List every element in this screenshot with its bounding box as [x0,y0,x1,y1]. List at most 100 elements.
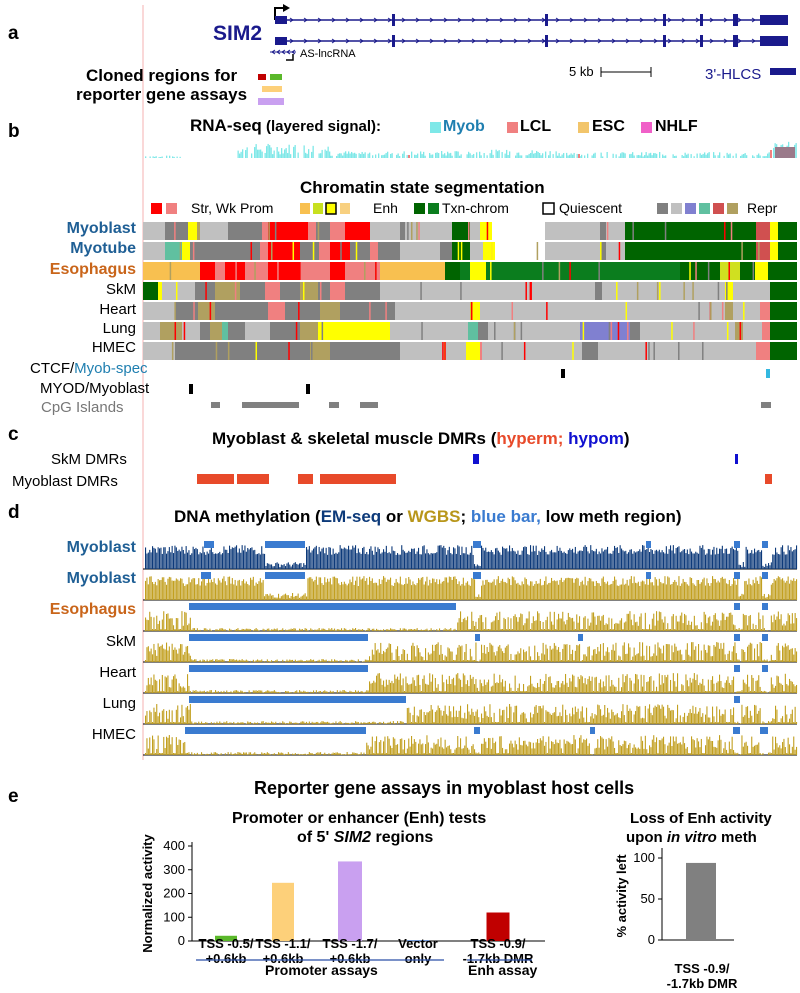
meth-signal-bar-4 [502,679,504,693]
rnaseq-bar [501,152,503,158]
transcript-1-chevron [583,17,588,23]
meth-signal-bar-3 [195,659,197,662]
transcript-1-chevron [387,17,392,23]
meth-signal-bar-4 [544,681,546,693]
meth-signal-bar-3 [384,652,386,662]
meth-signal-bar-1 [303,594,305,600]
meth-signal-bar-6 [297,753,299,755]
meth-signal-bar-1 [222,578,224,600]
legend-txn-2 [428,203,439,214]
meth-signal-bar-1 [733,578,735,600]
meth-signal-bar-5 [755,705,757,724]
meth-signal-bar-5 [518,722,520,724]
ctcf-myob-peak [766,369,770,378]
meth-signal-bar-0 [223,546,225,569]
meth-signal-bar-1 [773,578,775,600]
meth-signal-bar-6 [460,738,462,755]
chrom-state-segment-5 [210,322,222,340]
meth-signal-bar-0 [240,552,242,569]
meth-signal-bar-4 [318,691,320,693]
meth-signal-bar-6 [783,738,785,755]
meth-signal-bar-5 [574,706,576,724]
meth-signal-bar-6 [640,736,642,755]
meth-signal-bar-5 [584,722,586,724]
meth-signal-bar-3 [170,660,172,662]
chrom-state-stripe-4 [625,302,628,320]
meth-signal-bar-0 [531,551,533,569]
meth-signal-bar-3 [324,660,326,662]
rnaseq-bar [330,155,332,158]
meth-signal-bar-3 [460,646,462,662]
meth-signal-bar-1 [283,594,285,600]
meth-signal-bar-1 [794,581,796,600]
meth-signal-bar-1 [412,581,414,600]
meth-signal-bar-0 [320,551,322,569]
meth-signal-bar-5 [161,710,163,724]
meth-signal-bar-6 [180,740,182,755]
chrom-state-stripe-5 [627,322,629,340]
meth-signal-bar-1 [332,576,334,600]
meth-signal-bar-6 [374,741,376,755]
meth-signal-bar-2 [299,628,301,631]
transcript-2-exon [733,35,738,47]
chart1-bar-4 [486,912,510,941]
meth-signal-bar-5 [551,715,553,724]
meth-signal-bar-6 [752,746,754,755]
rnaseq-bar [659,152,661,158]
transcript-1-chevron [443,17,448,23]
meth-signal-bar-4 [597,691,599,693]
meth-signal-bar-5 [674,722,676,724]
meth-signal-bar-3 [378,652,380,662]
meth-signal-bar-5 [516,705,518,724]
meth-signal-bar-1 [776,578,778,600]
meth-signal-bar-2 [660,612,662,631]
meth-signal-bar-5 [556,716,558,724]
meth-signal-bar-4 [684,691,686,693]
meth-signal-bar-0 [352,545,354,569]
meth-signal-bar-0 [614,545,616,569]
meth-signal-bar-1 [455,579,457,600]
meth-signal-bar-3 [699,660,701,662]
meth-signal-bar-0 [723,553,725,569]
meth-signal-bar-4 [460,679,462,693]
meth-signal-bar-2 [355,628,357,631]
meth-signal-bar-6 [177,744,179,755]
chrom-state-stripe-2 [235,262,237,280]
meth-signal-bar-4 [353,692,355,693]
meth-signal-bar-5 [301,721,303,724]
transcript-2-chevron [317,38,322,44]
meth-signal-bar-5 [329,723,331,724]
meth-signal-bar-4 [514,675,516,693]
low-meth-region-3-0 [189,634,368,641]
meth-signal-bar-5 [455,710,457,724]
meth-signal-bar-6 [594,748,596,755]
meth-signal-bar-4 [390,682,392,693]
meth-signal-bar-1 [413,584,415,600]
meth-signal-bar-5 [387,722,389,724]
meth-signal-bar-4 [223,690,225,693]
meth-signal-bar-3 [318,659,320,662]
chrom-state-stripe-3 [525,282,527,300]
meth-signal-bar-5 [530,712,532,724]
meth-signal-bar-4 [765,691,767,693]
rnaseq-bar [423,151,425,158]
meth-signal-bar-5 [616,713,618,724]
meth-signal-bar-6 [644,735,646,755]
meth-signal-bar-1 [742,594,744,600]
chrom-state-stripe-3 [692,282,694,300]
meth-signal-bar-5 [180,717,182,724]
meth-signal-bar-3 [510,653,512,662]
low-meth-region-6-4 [760,727,768,734]
meth-signal-bar-4 [373,680,375,693]
meth-signal-bar-2 [329,629,331,631]
meth-signal-bar-5 [290,721,292,724]
meth-signal-bar-0 [681,551,683,569]
meth-signal-bar-0 [457,545,459,569]
panel-d-letter: d [8,502,20,523]
meth-signal-bar-2 [443,629,445,631]
meth-signal-bar-5 [720,715,722,724]
meth-signal-bar-5 [283,722,285,724]
rnaseq-bar [237,150,239,158]
meth-signal-bar-3 [292,659,294,662]
meth-signal-bar-3 [185,646,187,662]
